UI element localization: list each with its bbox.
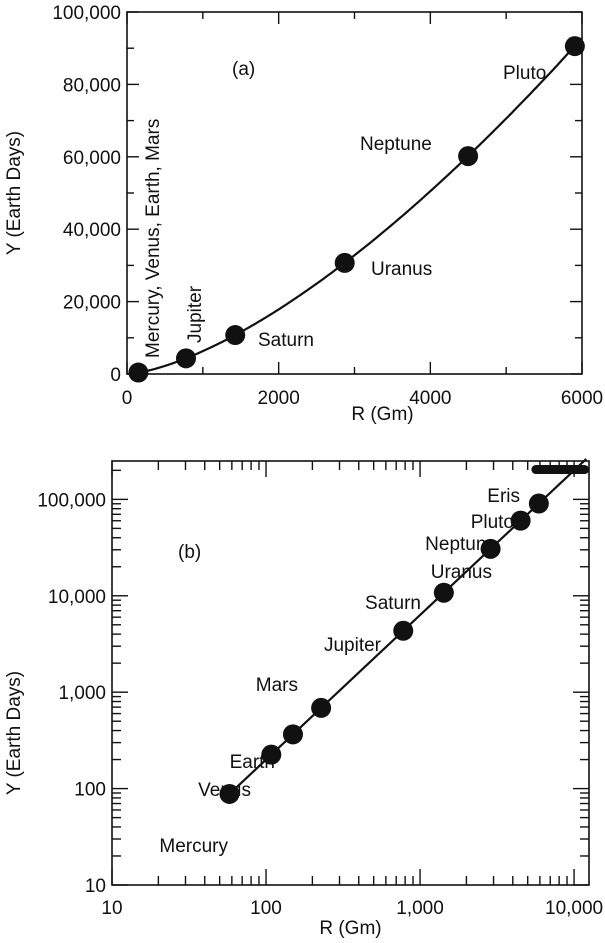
panel-a-fit-curve [138,37,583,374]
panel-b-x-axis-title: R (Gm) [319,918,381,939]
panel-a-x-tick-label: 4000 [409,388,451,409]
panel-b-label: (b) [178,542,201,563]
panel-b-point-neptune [510,510,531,531]
panel-b-y-tick-label: 1,000 [58,683,106,704]
panel-a-point-label-saturn: Saturn [258,330,314,351]
panel-b-point-label-mars: Mars [256,675,298,696]
panel-a-point-uranus [334,252,355,273]
panel-b-point-earth [282,724,303,745]
panel-b-point-mercury [219,783,240,804]
panel-b-y-tick-label: 10 [85,876,106,897]
panel-a-x-tick-label: 6000 [561,388,603,409]
panel-a-y-tick-label: 20,000 [63,293,121,314]
panel-b-y-tick-label: 100,000 [37,490,106,511]
panel-b-point-label-earth: Earth [230,752,275,773]
panel-b-point-label-venus: Venus [198,780,251,801]
panel-b-point-uranus [480,538,501,559]
panel-a-y-tick-label: 80,000 [63,75,121,96]
panel-a-point-label-mercury-venus-earth-mars: Mercury, Venus, Earth, Mars [143,119,164,358]
panel-b-x-tick-label: 10 [101,898,122,919]
panel-b-frame [111,460,590,886]
panel-b-y-tick-label: 10,000 [48,587,106,608]
panel-a-point-pluto [564,36,585,57]
panel-a-point-neptune [458,146,479,167]
panel-a-point-jupiter [175,348,196,369]
panel-a-point-label-pluto: Pluto [503,63,546,84]
panel-a-point-label-uranus: Uranus [371,259,432,280]
panel-b-range-label-eris: Eris [487,486,520,507]
panel-a-x-axis-title: R (Gm) [351,404,413,425]
panel-b-point-saturn [433,582,454,603]
panel-a-y-tick-label: 60,000 [63,148,121,169]
panel-a-y-tick-label: 100,000 [52,3,121,24]
panel-b-x-tick-label: 10,000 [545,898,603,919]
panel-b-point-label-jupiter: Jupiter [324,635,382,656]
panel-b-point-label-pluto: Pluto [471,512,514,533]
panel-a-point-saturn [225,325,246,346]
panel-a-x-tick-label: 2000 [258,388,300,409]
panel-b-point-mars [311,697,332,718]
panel-b-y-axis-title: Y (Earth Days) [4,671,25,795]
panel-b-x-tick-label: 1,000 [396,898,444,919]
panel-b-point-pluto [528,493,549,514]
panel-b-x-tick-label: 100 [250,898,282,919]
panel-a-y-tick-label: 40,000 [63,220,121,241]
panel-a-point-label-jupiter: Jupiter [185,285,206,343]
panel-b-point-label-neptune: Neptune [425,534,497,555]
panel-b-point-label-saturn: Saturn [365,593,421,614]
panel-b-point-venus [261,744,282,765]
panel-b-point-label-uranus: Uranus [431,562,492,583]
panel-b-point-label-mercury: Mercury [159,836,228,857]
panel-b-y-tick-label: 100 [74,780,106,801]
panel-a-point-label-neptune: Neptune [360,134,432,155]
panel-a-x-tick-label: 0 [122,388,133,409]
panel-a-y-axis-title: Y (Earth Days) [4,131,25,255]
panel-b-point-jupiter [393,620,414,641]
panel-a-y-tick-label: 0 [110,365,121,386]
panel-a-point-mercury-venus-earth-mars [128,362,149,383]
panel-a-label: (a) [232,59,255,80]
